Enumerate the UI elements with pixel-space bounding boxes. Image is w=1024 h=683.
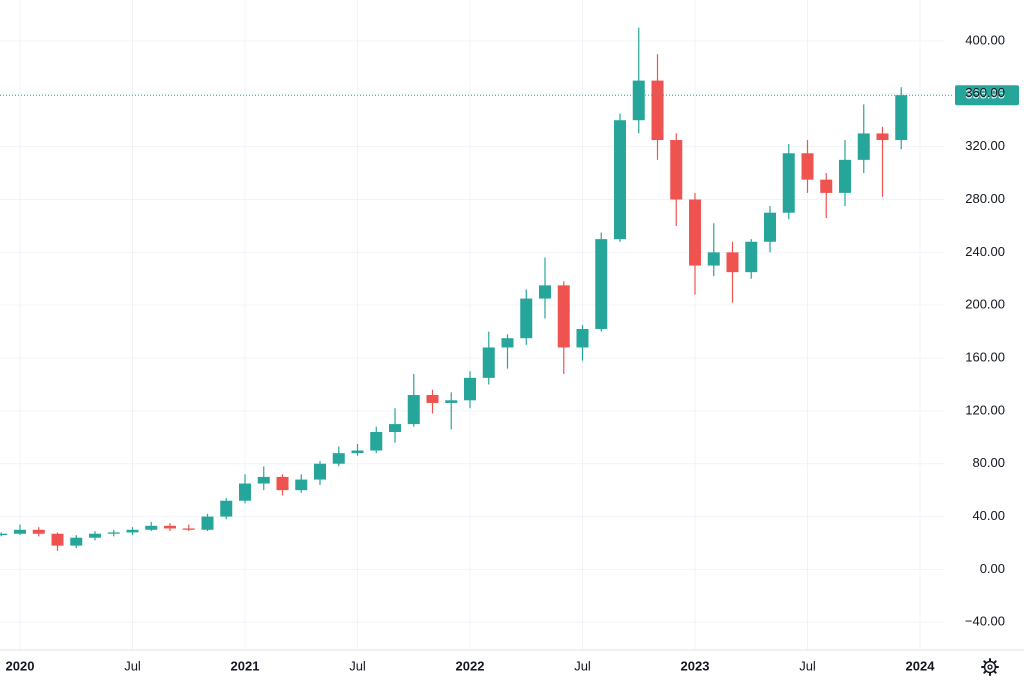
candle-body <box>239 483 251 501</box>
x-tick-label: 2023 <box>681 658 710 673</box>
candle-body <box>445 400 458 403</box>
candle-body <box>539 285 551 299</box>
candle-body <box>70 537 83 546</box>
candle-body <box>332 453 345 464</box>
candle-body <box>482 347 495 378</box>
candle-body <box>576 328 589 348</box>
x-tick-label: 2020 <box>6 658 35 673</box>
y-tick-label: 320.00 <box>965 138 1005 153</box>
candle-body <box>314 463 326 480</box>
x-tick-label: 2021 <box>231 658 260 673</box>
candle-body <box>876 133 889 141</box>
candle-body <box>501 338 514 348</box>
candle-body <box>782 153 795 213</box>
candle-body <box>164 525 176 529</box>
candle-body <box>51 533 64 546</box>
last-price-label: 358.95 <box>965 87 1005 102</box>
candle-body <box>820 179 833 193</box>
candle-body <box>670 140 683 200</box>
candle-body <box>595 239 608 329</box>
candle-body <box>557 285 570 348</box>
x-tick-label: Jul <box>574 658 591 673</box>
y-tick-label: 200.00 <box>965 297 1005 312</box>
candle-body <box>407 395 420 425</box>
candle-body <box>764 212 776 242</box>
candle-body <box>145 525 158 530</box>
candle-body <box>801 153 814 180</box>
y-tick-label: 360.00 <box>965 85 1005 100</box>
y-tick-label: 400.00 <box>965 32 1005 47</box>
candle-body <box>14 529 26 534</box>
candle-body <box>276 476 289 491</box>
candle-body <box>295 479 308 491</box>
grid <box>0 0 945 650</box>
overlay: 358.95 <box>0 85 1019 106</box>
x-tick-label: Jul <box>349 658 366 673</box>
last-price-box <box>955 85 1019 106</box>
y-tick-label: 0.00 <box>980 561 1005 576</box>
settings-button[interactable] <box>981 658 999 676</box>
y-tick-label: 80.00 <box>972 455 1005 470</box>
candle-body <box>689 199 701 266</box>
candle-body <box>707 252 720 266</box>
x-tick-label: 2024 <box>906 658 936 673</box>
candle-body <box>857 133 870 160</box>
candle-body <box>126 529 139 533</box>
candle-body <box>389 424 401 433</box>
y-tick-label: 160.00 <box>965 349 1005 364</box>
y-tick-label: 240.00 <box>965 244 1005 259</box>
candle-body <box>351 450 364 454</box>
x-tick-label: Jul <box>799 658 816 673</box>
candle-body <box>89 533 101 538</box>
candle-body <box>220 500 233 517</box>
candle-body <box>0 533 8 536</box>
candle-body <box>632 80 645 121</box>
y-tick-label: 120.00 <box>965 402 1005 417</box>
candle-body <box>257 476 270 484</box>
candle-body <box>464 377 476 401</box>
y-tick-label: 40.00 <box>972 508 1005 523</box>
candle-body <box>370 432 383 451</box>
candle-body <box>107 532 120 534</box>
candle-body <box>182 528 195 530</box>
candle-body <box>520 298 533 339</box>
candle-body <box>895 95 908 141</box>
candle-body <box>839 159 851 193</box>
candle-body <box>32 529 45 534</box>
x-tick-label: Jul <box>124 658 141 673</box>
candle-body <box>651 80 664 141</box>
candle-body <box>201 516 214 530</box>
x-tick-label: 2022 <box>456 658 485 673</box>
candle-body <box>614 120 626 240</box>
candle-body <box>426 395 439 403</box>
candles <box>0 27 908 551</box>
candle-body <box>745 241 758 273</box>
y-tick-label: 280.00 <box>965 191 1005 206</box>
y-tick-label: −40.00 <box>965 614 1005 629</box>
candle-body <box>726 252 739 273</box>
